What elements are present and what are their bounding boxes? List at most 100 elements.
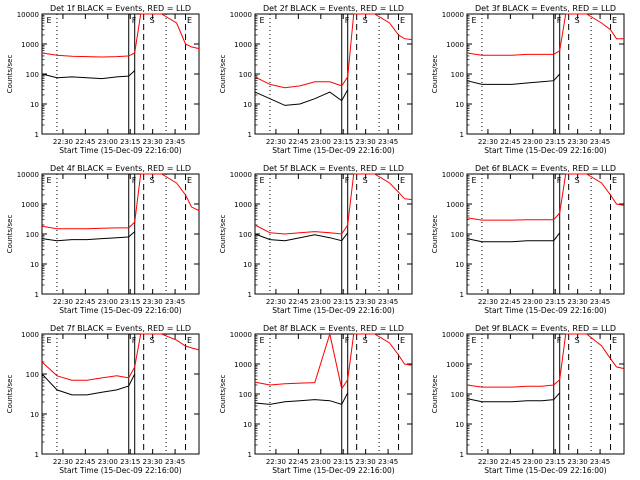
x-tick-label: 22:30 xyxy=(266,298,286,306)
event-marker-label: E xyxy=(400,16,405,25)
panel-title: Det 6f BLACK = Events, RED = LLD xyxy=(475,164,616,173)
x-tick-label: 23:30 xyxy=(143,138,163,146)
y-tick-label: 1000 xyxy=(446,201,464,209)
x-tick-label: 23:15 xyxy=(120,298,140,306)
y-tick-label: 10 xyxy=(30,261,39,269)
event-marker-label: E xyxy=(46,176,51,185)
event-marker-label: E xyxy=(612,336,617,345)
y-tick-label: 10 xyxy=(243,421,252,429)
y-tick-label: 1000 xyxy=(21,41,39,49)
panel-title: Det 5f BLACK = Events, RED = LLD xyxy=(263,164,404,173)
event-marker-label: F xyxy=(345,16,350,25)
events-series-line xyxy=(466,392,561,403)
y-tick-label: 1 xyxy=(460,131,464,139)
y-axis-label: Counts/sec xyxy=(219,55,227,94)
detector-panel: Det 3f BLACK = Events, RED = LLD 1 10 100 10… xyxy=(431,4,625,155)
x-tick-label: 23:30 xyxy=(568,298,588,306)
plot-frame xyxy=(466,173,625,295)
x-tick-label: 23:30 xyxy=(356,458,376,466)
plot-frame xyxy=(254,13,413,135)
x-tick-label: 23:45 xyxy=(165,298,185,306)
event-marker-label: E xyxy=(187,336,192,345)
x-tick-label: 23:45 xyxy=(378,298,398,306)
y-tick-label: 1000 xyxy=(234,201,252,209)
panel-title: Det 7f BLACK = Events, RED = LLD xyxy=(50,324,191,333)
x-tick-label: 22:45 xyxy=(500,458,520,466)
detector-panel: Det 2f BLACK = Events, RED = LLD 1 10 100 10… xyxy=(219,4,413,155)
event-marker-label: E xyxy=(612,16,617,25)
events-series-line xyxy=(254,392,349,406)
event-marker-label: F xyxy=(132,336,137,345)
event-marker-label: E xyxy=(259,16,264,25)
y-axis-label: Counts/sec xyxy=(219,215,227,254)
y-tick-label: 10000 xyxy=(230,171,252,179)
lld-series-line xyxy=(466,13,624,56)
lld-series-line xyxy=(254,13,413,89)
event-marker-label: E xyxy=(471,336,476,345)
event-marker-label: E xyxy=(46,16,51,25)
x-tick-label: 23:00 xyxy=(311,298,331,306)
event-marker-label: F xyxy=(132,176,137,185)
x-tick-label: 22:45 xyxy=(288,458,308,466)
x-tick-label: 23:00 xyxy=(311,458,331,466)
x-axis-label: Start Time (15-Dec-09 22:16:00) xyxy=(272,306,394,315)
event-marker-label: E xyxy=(259,336,264,345)
y-tick-label: 100 xyxy=(451,391,464,399)
x-tick-label: 22:45 xyxy=(500,138,520,146)
lld-series-line xyxy=(466,333,625,388)
y-tick-label: 100 xyxy=(451,231,464,239)
plot-frame xyxy=(41,333,200,455)
plot-frame xyxy=(466,333,625,455)
x-tick-label: 22:30 xyxy=(478,458,498,466)
y-tick-label: 1 xyxy=(460,291,464,299)
x-tick-label: 23:00 xyxy=(98,298,118,306)
y-tick-label: 10 xyxy=(455,421,464,429)
event-marker-label: S xyxy=(150,16,155,25)
y-tick-label: 10000 xyxy=(442,171,464,179)
y-tick-label: 1000 xyxy=(21,331,39,339)
event-marker-label: F xyxy=(345,176,350,185)
event-marker-label: E xyxy=(612,176,617,185)
y-axis-label: Counts/sec xyxy=(6,375,14,414)
y-tick-label: 10 xyxy=(455,261,464,269)
detector-panel: Det 9f BLACK = Events, RED = LLD 1 10 100 10… xyxy=(431,324,625,475)
detector-panel: Det 1f BLACK = Events, RED = LLD 1 10 100 10… xyxy=(6,4,200,155)
x-tick-label: 23:00 xyxy=(311,138,331,146)
event-marker-label: E xyxy=(187,16,192,25)
lld-series-line xyxy=(466,173,625,221)
x-tick-label: 23:45 xyxy=(165,458,185,466)
lld-series-line xyxy=(254,173,413,235)
y-tick-label: 1 xyxy=(248,451,252,459)
y-tick-label: 1 xyxy=(248,291,252,299)
y-axis-label: Counts/sec xyxy=(6,215,14,254)
x-tick-label: 23:15 xyxy=(545,138,565,146)
x-tick-label: 23:30 xyxy=(356,138,376,146)
x-axis-label: Start Time (15-Dec-09 22:16:00) xyxy=(59,146,181,155)
events-series-line xyxy=(41,231,136,242)
lld-series-line xyxy=(41,13,200,58)
event-marker-label: E xyxy=(400,176,405,185)
y-tick-label: 10 xyxy=(30,411,39,419)
event-marker-label: E xyxy=(187,176,192,185)
y-tick-label: 1 xyxy=(35,131,39,139)
x-tick-label: 23:15 xyxy=(545,458,565,466)
y-tick-label: 100 xyxy=(239,391,252,399)
y-tick-label: 10 xyxy=(243,101,252,109)
y-tick-label: 10000 xyxy=(442,11,464,19)
y-tick-label: 1 xyxy=(35,451,39,459)
y-axis-label: Counts/sec xyxy=(219,375,227,414)
x-tick-label: 22:45 xyxy=(500,298,520,306)
lld-series-line xyxy=(41,173,200,230)
x-tick-label: 22:45 xyxy=(288,138,308,146)
event-marker-label: E xyxy=(471,176,476,185)
plot-frame xyxy=(41,173,200,295)
x-tick-label: 23:00 xyxy=(98,138,118,146)
detector-panel: Det 5f BLACK = Events, RED = LLD 1 10 100 10… xyxy=(219,164,413,315)
event-marker-label: S xyxy=(150,336,155,345)
y-tick-label: 100 xyxy=(26,371,39,379)
panel-title: Det 1f BLACK = Events, RED = LLD xyxy=(50,4,191,13)
events-series-line xyxy=(254,232,349,242)
x-tick-label: 22:30 xyxy=(53,458,73,466)
event-marker-label: S xyxy=(575,176,580,185)
events-series-line xyxy=(254,89,349,106)
